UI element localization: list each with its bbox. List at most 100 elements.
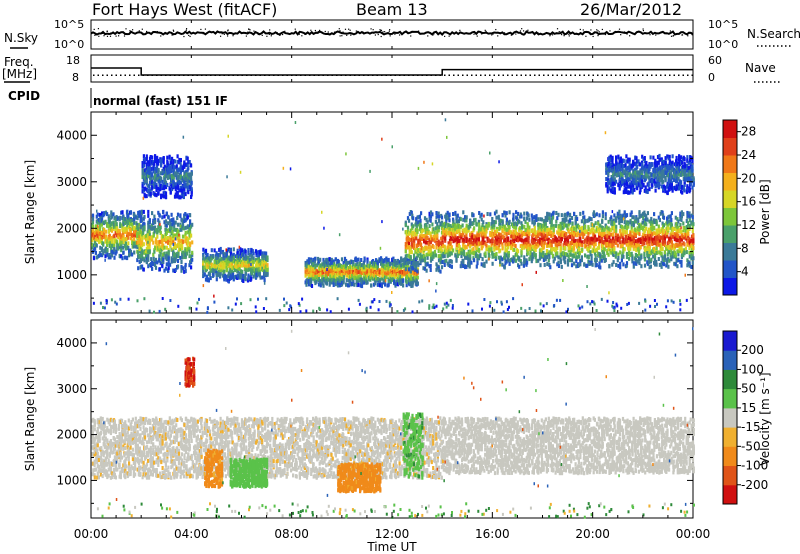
power-cell	[486, 236, 489, 241]
power-cell	[489, 212, 492, 217]
power-cell	[440, 247, 443, 252]
power-cell	[499, 232, 502, 237]
power-cell	[167, 268, 170, 273]
power-cell	[460, 235, 463, 240]
power-cell	[172, 180, 175, 185]
power-cell	[452, 212, 455, 216]
power-cell	[139, 259, 142, 263]
power-cell	[179, 188, 182, 193]
power-cell	[515, 210, 518, 215]
power-cell	[217, 252, 220, 257]
nsearch-noise-point	[248, 28, 250, 30]
power-cell	[336, 283, 340, 288]
nsearch-noise-point	[253, 30, 255, 32]
power-cell	[170, 240, 173, 245]
power-cell	[322, 257, 325, 262]
power-cell	[440, 226, 444, 231]
power-cell	[569, 252, 572, 257]
power-cell	[147, 264, 150, 269]
power-cell	[437, 214, 441, 219]
nsearch-noise-point	[221, 33, 223, 35]
power-cell	[153, 259, 156, 264]
power-cell	[110, 214, 114, 219]
power-cell	[176, 194, 179, 199]
noise-tick-right-bottom: 10^0	[708, 38, 738, 51]
power-cell	[91, 224, 95, 229]
power-cell	[223, 269, 226, 274]
power-cell	[429, 252, 433, 257]
noise-trace	[90, 28, 694, 38]
power-cell	[315, 279, 318, 284]
power-cell	[508, 210, 511, 215]
power-cell	[557, 264, 561, 268]
power-cell	[457, 249, 460, 254]
power-cell	[513, 248, 516, 252]
nsearch-noise-point	[510, 34, 512, 36]
power-cell	[504, 226, 507, 231]
power-cell	[442, 235, 445, 240]
power-cell	[402, 278, 405, 283]
power-cell	[160, 171, 163, 176]
power-cell	[450, 231, 453, 236]
power-cell	[218, 247, 221, 252]
power-cell	[313, 259, 316, 264]
power-cell	[152, 256, 155, 261]
power-cell	[227, 259, 230, 264]
power-cell	[334, 274, 337, 279]
power-cell	[448, 218, 451, 223]
power-cell	[139, 253, 142, 258]
power-cell	[360, 284, 364, 289]
power-cell	[437, 228, 440, 233]
power-cell	[416, 267, 419, 272]
power-cell	[564, 212, 567, 217]
nsearch-noise-point	[294, 28, 296, 30]
power-cell	[163, 173, 166, 178]
power-cell	[174, 187, 177, 192]
noise-tick-left-top: 10^5	[54, 18, 84, 31]
power-cell	[537, 232, 540, 237]
power-cell	[139, 264, 142, 269]
power-cell	[211, 263, 215, 268]
power-cell	[464, 227, 467, 232]
nsearch-noise-point	[156, 30, 158, 33]
power-cell	[264, 269, 267, 273]
power-cell	[157, 218, 160, 223]
power-cell	[566, 262, 570, 267]
power-cell	[404, 220, 407, 225]
power-cell	[96, 233, 99, 238]
power-cell	[499, 221, 502, 225]
power-cell	[161, 169, 164, 174]
power-cell	[204, 277, 208, 282]
power-cell	[121, 210, 124, 215]
power-cell	[160, 177, 163, 182]
power-cell	[414, 249, 417, 254]
power-cell	[501, 213, 504, 218]
power-cell	[167, 249, 170, 254]
power-cell	[391, 267, 394, 271]
power-cell	[462, 231, 465, 236]
nsearch-noise-point	[558, 31, 560, 33]
power-cell	[145, 254, 148, 259]
power-cell	[499, 258, 502, 263]
power-cell	[449, 231, 452, 236]
power-cell	[425, 224, 428, 229]
nsearch-noise-point	[380, 35, 382, 38]
power-cell	[528, 225, 531, 230]
power-cell	[232, 265, 235, 270]
power-cell	[259, 251, 262, 256]
power-cell	[428, 211, 431, 216]
power-cell	[115, 249, 118, 254]
power-cell	[460, 263, 463, 268]
power-cell	[409, 265, 412, 270]
power-cell	[169, 234, 172, 239]
power-cell	[513, 255, 516, 260]
power-cell	[483, 228, 486, 233]
power-cell	[471, 235, 474, 240]
power-cell	[548, 216, 551, 221]
power-cell	[542, 251, 545, 256]
power-cell	[447, 223, 450, 228]
power-cell	[475, 241, 478, 246]
power-cell	[215, 251, 218, 256]
power-cell	[486, 239, 489, 244]
power-cell	[316, 263, 319, 268]
